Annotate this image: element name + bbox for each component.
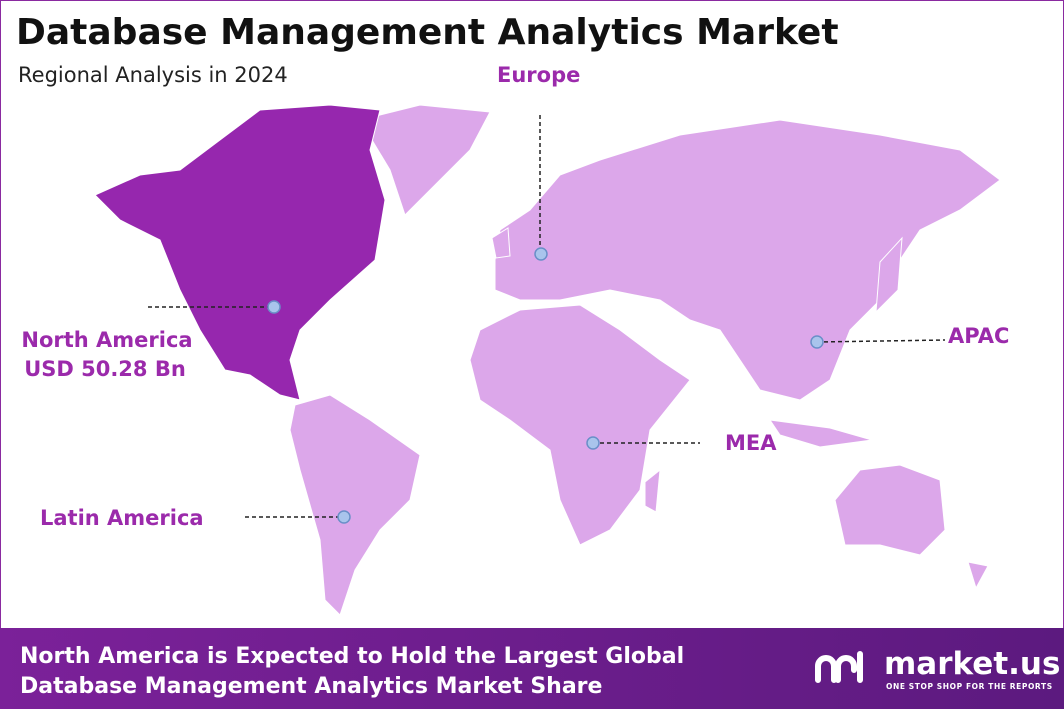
north-america — [94, 104, 386, 401]
japan — [875, 236, 903, 314]
subtitle: Regional Analysis in 2024 — [18, 63, 288, 87]
logo-tagline: ONE STOP SHOP FOR THE REPORTS — [886, 682, 1053, 691]
footer-text: North America is Expected to Hold the La… — [20, 644, 684, 669]
region-label: North America — [21, 328, 192, 352]
marker — [267, 300, 281, 314]
logo-icon — [815, 651, 863, 683]
footer-band — [0, 628, 1064, 709]
callouts: North America USD 50.28 Bn Europe APAC M… — [21, 63, 1009, 530]
indonesia — [768, 419, 873, 448]
region-label: Latin America — [40, 506, 204, 530]
africa — [469, 304, 691, 546]
marker — [810, 335, 824, 349]
australia — [834, 464, 946, 556]
new-zealand — [967, 561, 989, 590]
footer: North America is Expected to Hold the La… — [0, 628, 1064, 709]
marker — [337, 510, 351, 524]
greenland — [359, 104, 491, 216]
region-label: Europe — [497, 63, 580, 87]
leader-line — [816, 339, 946, 343]
logo: market.us ONE STOP SHOP FOR THE REPORTS — [815, 646, 1060, 691]
uk — [491, 227, 511, 259]
region-value: USD 50.28 Bn — [24, 357, 186, 381]
region-label: APAC — [948, 324, 1009, 348]
region-label: MEA — [725, 431, 777, 455]
logo-name: market.us — [884, 646, 1060, 682]
south-america — [289, 394, 421, 616]
madagascar — [644, 468, 661, 513]
marker — [586, 436, 600, 450]
marker — [534, 247, 548, 261]
footer-text: Database Management Analytics Market Sha… — [20, 674, 602, 699]
world-map — [94, 104, 1001, 616]
title: Database Management Analytics Market — [16, 12, 839, 53]
